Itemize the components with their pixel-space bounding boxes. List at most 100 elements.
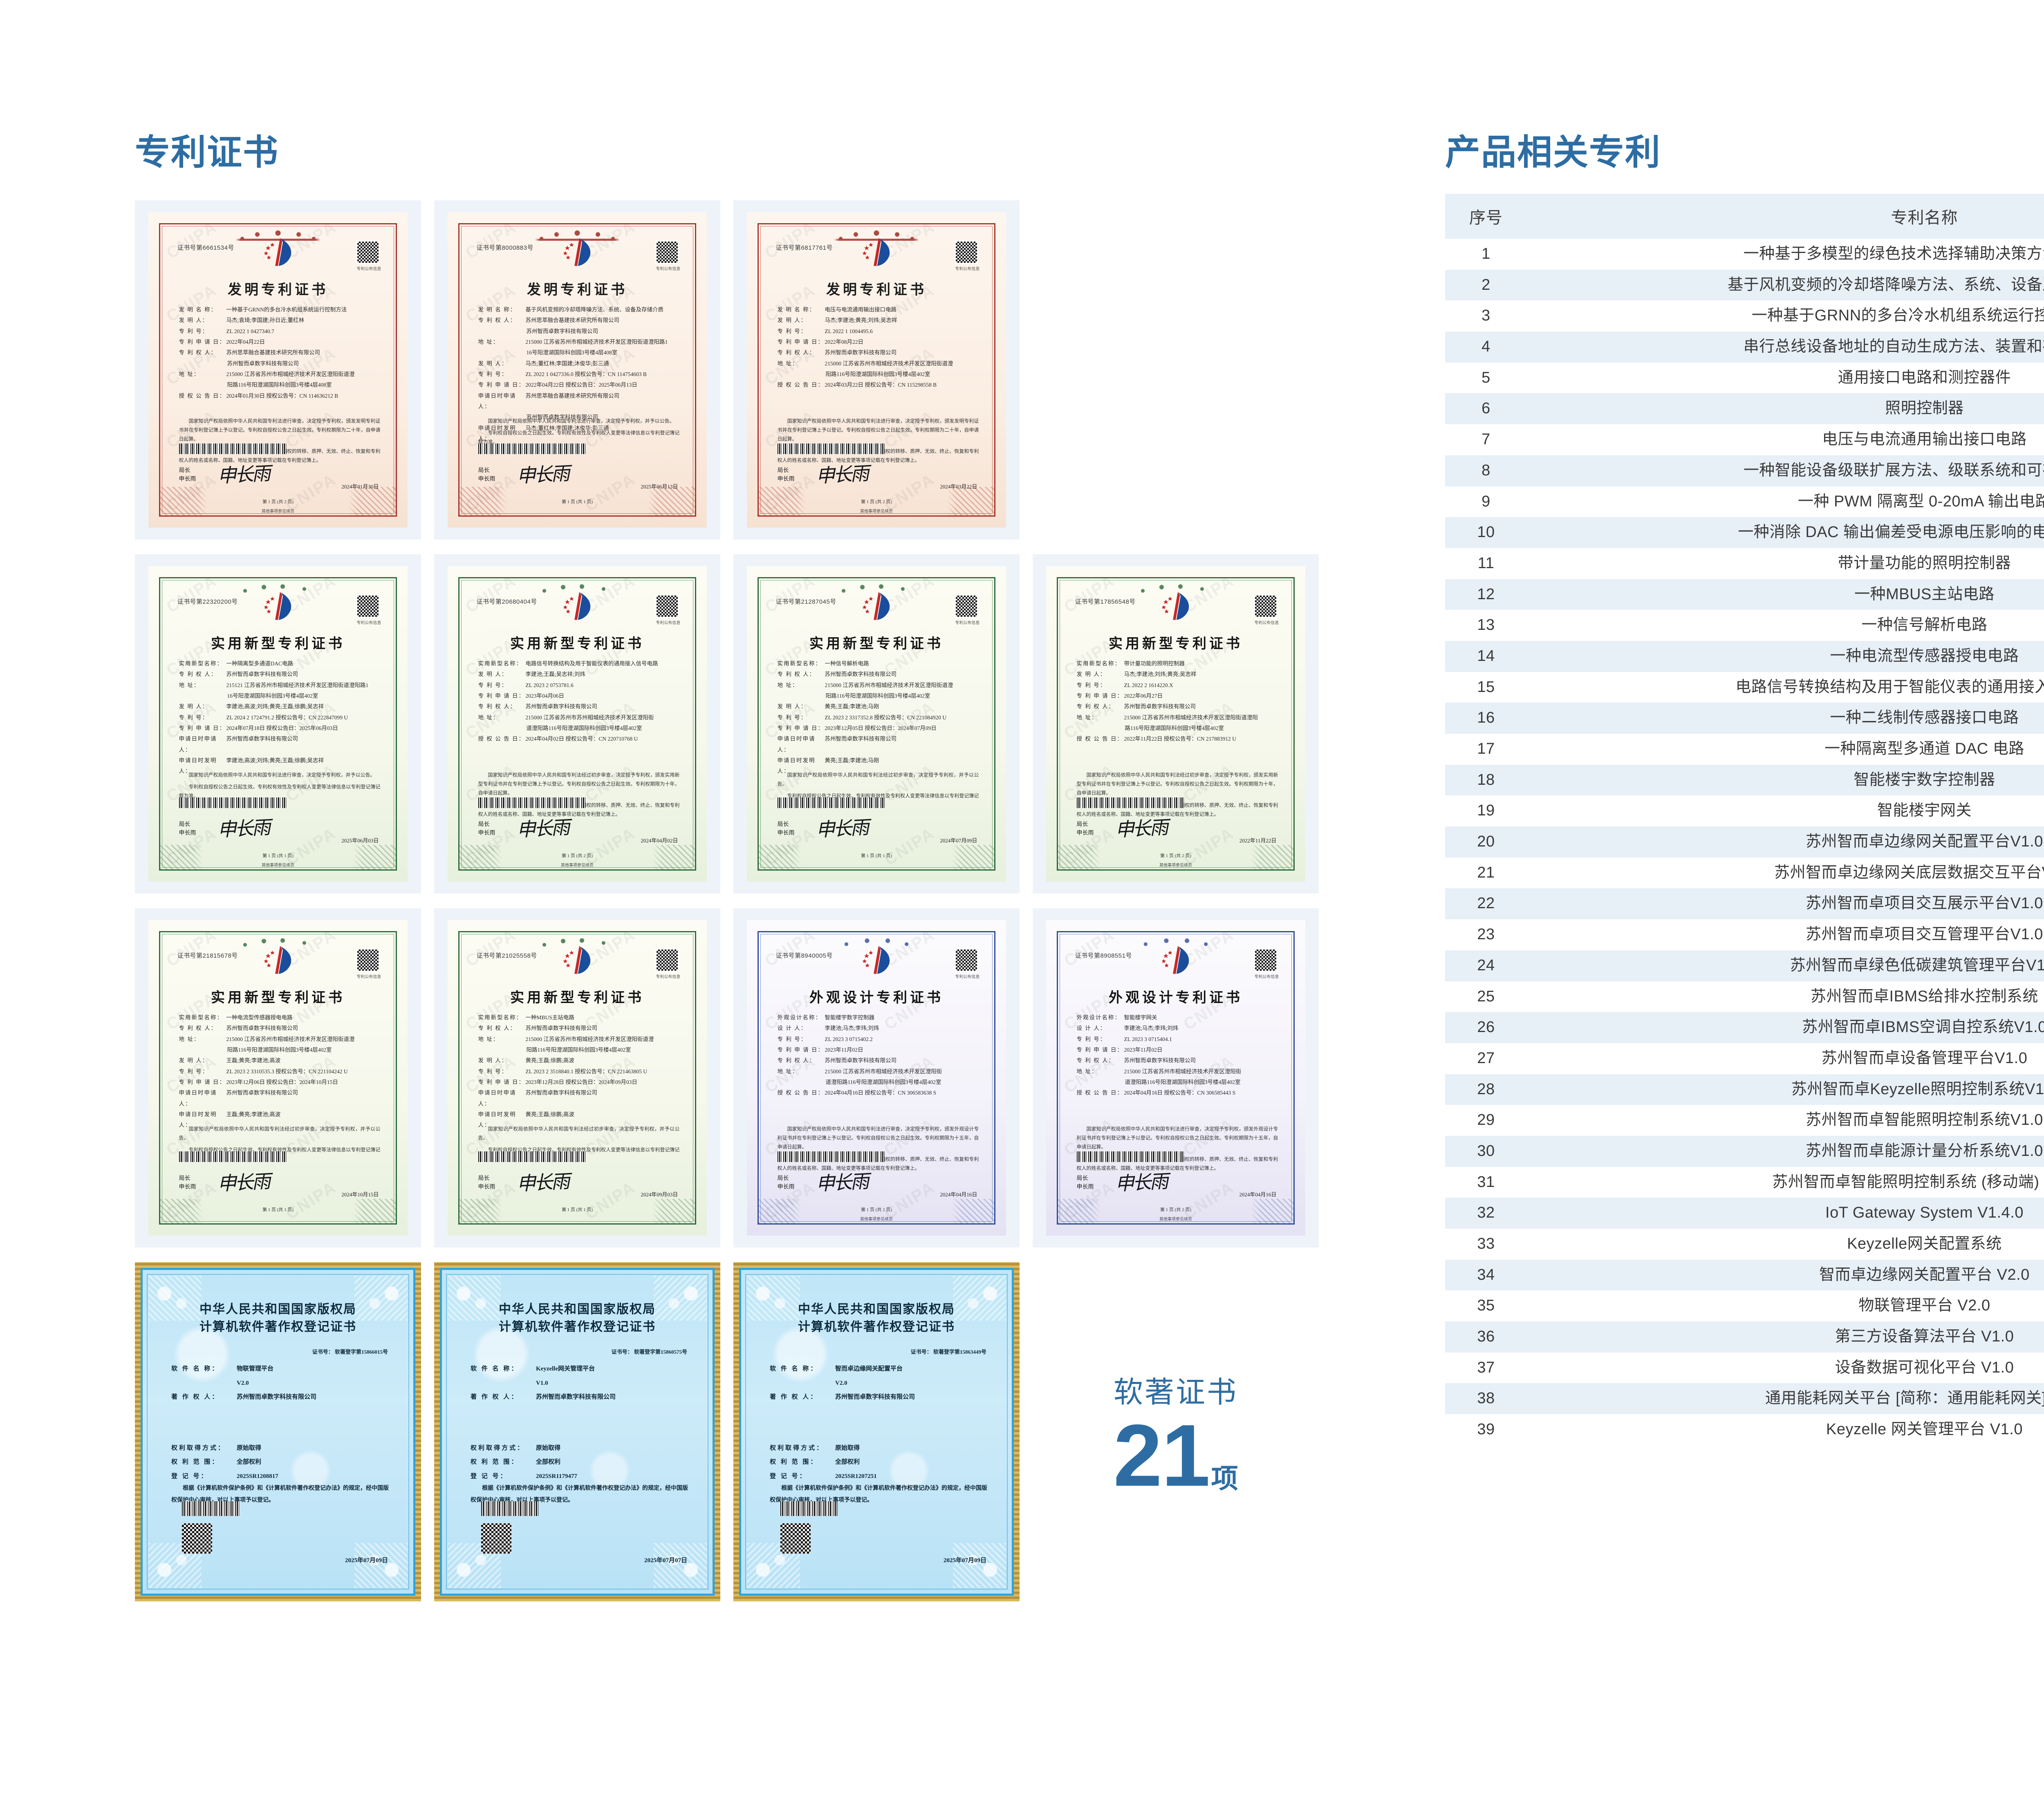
director-label: 局长 申长雨 bbox=[777, 1175, 795, 1190]
software-copyright-certificate-card[interactable]: 中华人民共和国国家版权局 计算机软件著作权登记证书 证书号： 软著登字第1586… bbox=[733, 1262, 1020, 1601]
cert-field-value: 2022年04月22日 授权公告日：2025年06月13日 bbox=[525, 382, 637, 388]
table-row: 21苏州智而卓边缘网关底层数据交互平台V1.0软著 bbox=[1445, 857, 2044, 889]
patent-name: 串行总线设备地址的自动生成方法、装置和存储介质 bbox=[1743, 338, 2044, 356]
certificate-paper: CNIPACNIPACNIPACNIPACNIPACNIPACNIPACNIPA… bbox=[747, 920, 1006, 1236]
certificate-inner: CNIPACNIPACNIPACNIPACNIPACNIPACNIPACNIPA… bbox=[439, 206, 715, 534]
software-title-line1: 中华人民共和国国家版权局 bbox=[499, 1303, 656, 1316]
cert-field-value: 215000 江苏省苏州市相城经济技术开发区澄阳街道澄 bbox=[525, 1036, 654, 1042]
cert-field-label: 申请日时申请人： bbox=[179, 1090, 217, 1107]
table-row: 16一种二线制传感器接口电路实用新型 bbox=[1445, 703, 2044, 734]
software-issue-date: 2025年07月09日 bbox=[943, 1557, 986, 1564]
cert-field-label: 发 明 人： bbox=[179, 1057, 209, 1064]
cert-field: 专 利 号： ZL 2024 2 1724791.2 授权公告号：CN 2228… bbox=[179, 712, 381, 723]
cert-field: 外观设计名称： 智能楼宇网关 bbox=[1077, 1012, 1278, 1023]
cert-field-label: 申请日时发明人： bbox=[179, 1111, 217, 1129]
cert-field-value: 215000 江苏省苏州市相城经济技术开发区澄阳街道澄阳 bbox=[1124, 714, 1258, 721]
certificate-grid: CNIPACNIPACNIPACNIPACNIPACNIPACNIPACNIPA… bbox=[135, 200, 1319, 1601]
software-field-label: 登 记 号： bbox=[770, 1473, 807, 1480]
certificate-paper: CNIPACNIPACNIPACNIPACNIPACNIPACNIPACNIPA… bbox=[448, 920, 707, 1236]
director-label: 局长 申长雨 bbox=[1076, 1175, 1094, 1190]
cert-field-label: 地 址： bbox=[179, 682, 200, 688]
ornament-top-icon bbox=[1128, 936, 1223, 949]
certificate-legal-text: 国家知识产权局依照中华人民共和国专利法经过初步审查，决定授予专利权，并予以公告。… bbox=[478, 1124, 680, 1164]
certificate-fields: 发 明 名 称： 一种基于GRNN的多台冷水机组系统运行控制方法 发 明 人： … bbox=[179, 305, 381, 401]
cert-field-value: 苏州智而卓数字科技有限公司 bbox=[526, 328, 598, 334]
cert-field-label: 专 利 权 人： bbox=[179, 1025, 217, 1032]
cert-legal-paragraph: 专利证书记载专利权登记时的法律状况。专利权的转移、质押、无效、终止、恢复和专利权… bbox=[1076, 1156, 1278, 1171]
barcode-icon bbox=[478, 797, 585, 808]
cert-field: 专 利 号： ZL 2022 1 0427340.7 bbox=[179, 326, 381, 337]
patent-name: 电路信号转换结构及用于智能仪表的通用接入信号电路 bbox=[1735, 678, 2044, 696]
certificate-row: CNIPACNIPACNIPACNIPACNIPACNIPACNIPACNIPA… bbox=[135, 554, 1319, 893]
cert-field-continuation: 阳路116号阳澄湖国际科创园3号楼4层402室 bbox=[179, 1045, 381, 1055]
certificate-page-note: 第 1 页 (共 1 页) bbox=[262, 853, 294, 858]
patent-no: 6 bbox=[1481, 400, 1490, 417]
software-title-line2: 计算机软件著作权登记证书 bbox=[499, 1320, 656, 1334]
callout-unit: 项 bbox=[1211, 1463, 1238, 1493]
software-field: 登 记 号： 2025SR1207251 bbox=[770, 1471, 991, 1482]
software-copyright-certificate-card[interactable]: 中华人民共和国国家版权局 计算机软件著作权登记证书 证书号： 软著登字第1586… bbox=[434, 1262, 720, 1601]
patent-certificate-card[interactable]: CNIPACNIPACNIPACNIPACNIPACNIPACNIPACNIPA… bbox=[434, 554, 720, 893]
patent-no: 26 bbox=[1477, 1019, 1495, 1036]
patent-name: 智能楼宇数字控制器 bbox=[1853, 771, 1995, 788]
patent-name: 苏州智而卓智能照明控制系统V1.0 bbox=[1806, 1111, 2043, 1129]
cert-field: 发 明 人： 马杰;李建池;刘炜;黄亮;吴志祥 bbox=[1077, 669, 1278, 680]
cert-field: 授 权 公 告 日： 2024年04月16日 授权公告号：CN 30658544… bbox=[1077, 1088, 1278, 1098]
patent-name: 一种基于GRNN的多台冷水机组系统运行控制方法 bbox=[1751, 307, 2044, 325]
cert-field-label: 发 明 人： bbox=[777, 703, 807, 710]
patent-name: 苏州智而卓边缘网关配置平台V1.0 bbox=[1806, 833, 2043, 851]
cert-field-label: 实用新型名称： bbox=[777, 661, 822, 667]
certificate-body: 证书号第8000883号 专利公布信息 发明专利证书 发 明 名 称： 基于风机… bbox=[459, 224, 695, 515]
patent-no: 39 bbox=[1477, 1421, 1495, 1438]
patent-certificate-card[interactable]: CNIPACNIPACNIPACNIPACNIPACNIPACNIPACNIPA… bbox=[1033, 908, 1319, 1247]
software-certificate-title: 中华人民共和国国家版权局 计算机软件著作权登记证书 bbox=[442, 1301, 713, 1336]
cert-field-label: 发 明 人： bbox=[478, 671, 508, 678]
software-field: 权 利 范 围： 全部权利 bbox=[471, 1456, 691, 1468]
software-field-value: 2025SR1208817 bbox=[237, 1473, 278, 1480]
certificate-inner: CNIPACNIPACNIPACNIPACNIPACNIPACNIPACNIPA… bbox=[739, 560, 1014, 888]
patent-certificate-card[interactable]: CNIPACNIPACNIPACNIPACNIPACNIPACNIPACNIPA… bbox=[434, 908, 720, 1247]
cert-field-value: 2024年01月30日 授权公告号：CN 114636212 B bbox=[226, 392, 338, 399]
cert-field-continuation: 道澄阳路116号阳澄湖国际科创园3号楼4层402室 bbox=[778, 1077, 979, 1088]
patent-certificate-card[interactable]: CNIPACNIPACNIPACNIPACNIPACNIPACNIPACNIPA… bbox=[733, 554, 1020, 893]
patent-no: 19 bbox=[1477, 802, 1495, 820]
certificate-foot-note: 其他事项参见续页 bbox=[860, 1217, 893, 1222]
patent-name: 照明控制器 bbox=[1885, 400, 1964, 417]
certificate-page-note: 第 1 页 (共 2 页) bbox=[561, 853, 593, 858]
software-field: V2.0 bbox=[171, 1377, 392, 1389]
cert-field: 设 计 人： 李建池;马杰;李玮;刘炜 bbox=[1077, 1023, 1278, 1034]
certificate-inner: CNIPACNIPACNIPACNIPACNIPACNIPACNIPACNIPA… bbox=[140, 560, 416, 888]
software-field-label: 软 件 名 称： bbox=[171, 1366, 220, 1372]
software-copyright-certificate-card[interactable]: 中华人民共和国国家版权局 计算机软件著作权登记证书 证书号： 软著登字第1586… bbox=[135, 1262, 421, 1601]
patent-certificate-card[interactable]: CNIPACNIPACNIPACNIPACNIPACNIPACNIPACNIPA… bbox=[135, 200, 421, 540]
patent-certificate-card[interactable]: CNIPACNIPACNIPACNIPACNIPACNIPACNIPACNIPA… bbox=[733, 908, 1020, 1247]
software-field: 著 作 权 人： 苏州智而卓数字科技有限公司 bbox=[471, 1391, 691, 1403]
cert-legal-paragraph: 国家知识产权局依照中华人民共和国专利法进行审查，决定授予专利权，颁发外观设计专利… bbox=[777, 1126, 979, 1150]
cert-field-label: 专 利 号： bbox=[777, 714, 807, 721]
patent-certificate-card[interactable]: CNIPACNIPACNIPACNIPACNIPACNIPACNIPACNIPA… bbox=[135, 554, 421, 893]
patent-certificate-card[interactable]: CNIPACNIPACNIPACNIPACNIPACNIPACNIPACNIPA… bbox=[733, 200, 1020, 540]
cert-field-label: 专 利 权 人： bbox=[777, 349, 816, 356]
director-label: 局长 申长雨 bbox=[1076, 821, 1094, 836]
patent-certificate-card[interactable]: CNIPACNIPACNIPACNIPACNIPACNIPACNIPACNIPA… bbox=[434, 200, 720, 540]
certificate-foot-note: 其他事项参见续页 bbox=[261, 863, 294, 868]
certificate-serial-number: 证书号第8908551号 bbox=[1075, 952, 1132, 960]
certificate-page-note: 第 1 页 (共 2 页) bbox=[262, 499, 294, 504]
cert-field-value: 黄亮;王磊;徐鹏;高波 bbox=[525, 1057, 574, 1064]
cert-field: 授 权 公 告 日： 2022年11月22日 授权公告号：CN 21788391… bbox=[1077, 734, 1278, 744]
patent-name: 物联管理平台 V2.0 bbox=[1858, 1297, 1990, 1314]
corner-ornament-icon bbox=[953, 1543, 1006, 1588]
software-field-value: V1.0 bbox=[536, 1379, 548, 1386]
patent-table-body: 1一种基于多模型的绿色技术选择辅助决策方法和系统发明2基于风机变频的冷却塔降噪方… bbox=[1445, 239, 2044, 1445]
software-field-value: Keyzelle网关管理平台 bbox=[536, 1366, 595, 1372]
cnipa-emblem bbox=[560, 943, 595, 978]
patent-certificate-card[interactable]: CNIPACNIPACNIPACNIPACNIPACNIPACNIPACNIPA… bbox=[1033, 554, 1319, 893]
patent-certificate-card[interactable]: CNIPACNIPACNIPACNIPACNIPACNIPACNIPACNIPA… bbox=[135, 908, 421, 1247]
certificate-inner: CNIPACNIPACNIPACNIPACNIPACNIPACNIPACNIPA… bbox=[1038, 914, 1313, 1242]
software-field-label: 软 件 名 称： bbox=[770, 1366, 818, 1372]
software-field-label bbox=[770, 1377, 835, 1389]
cert-field-value: ZL 2023 2 3310535.3 授权公告号：CN 221104242 U bbox=[226, 1068, 348, 1075]
patent-no: 12 bbox=[1477, 585, 1495, 603]
